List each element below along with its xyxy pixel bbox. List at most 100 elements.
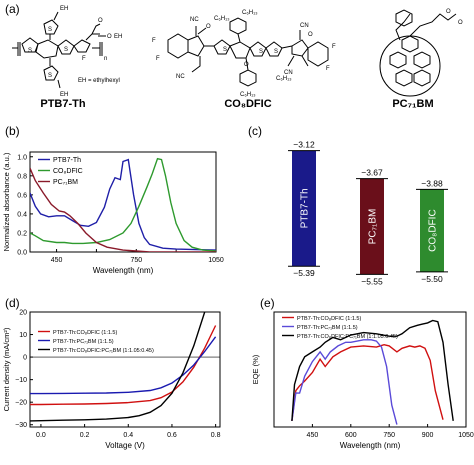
co8-s2: S (259, 49, 263, 55)
series-line (30, 167, 216, 252)
pc71bm-o1: O (446, 9, 451, 15)
series-line (291, 319, 454, 421)
x-tick-label: 1050 (458, 432, 474, 439)
co8-nc-right-bottom: CN (284, 70, 293, 76)
y-tick-label: 20 (19, 310, 27, 317)
x-tick-label: 750 (383, 432, 395, 439)
plot-frame (29, 311, 221, 428)
ptb7-th-structure (12, 11, 106, 89)
legend-label: PTB7-Th:CO₈DFIC (1:1.5) (53, 330, 117, 336)
co8-c6h13-4: C₆H₁₃ (240, 92, 256, 98)
y-tick-label: 0 (23, 355, 27, 362)
series-line (291, 339, 398, 425)
series-line (30, 312, 206, 422)
co8-f4: F (326, 66, 330, 72)
co8dfic-structure (167, 17, 329, 87)
absorbance-chart: 450 750 1050 0.0 0.2 0.4 0.6 0.8 1.0 Wavelength (… (2, 151, 224, 275)
x-tick-label: 750 (130, 257, 142, 264)
y-tick-label: −30 (15, 422, 27, 429)
lumo-value: −3.12 (293, 140, 315, 150)
plot-frame (273, 311, 467, 428)
x-axis-label: Wavelength (nm) (93, 266, 154, 275)
co8-s1: S (223, 47, 227, 53)
x-tick-label: 0.8 (211, 432, 221, 439)
co8-f1: F (152, 38, 156, 44)
legend-label: PTB7-Th:PC₇₁BM (1:1.5) (53, 339, 114, 345)
y-tick-label: −10 (15, 377, 27, 384)
plot-frame (29, 151, 217, 253)
y-tick-label: 0.6 (17, 192, 27, 199)
ptb7-atom-s3: S (48, 27, 52, 33)
ptb7-eh-ester: EH (114, 34, 122, 40)
eqe-chart: 450 600 750 900 1050 Wavelength (nm) EQE (%) PT… (251, 311, 474, 450)
co8-c6h13-2: C₆H₁₃ (214, 16, 230, 22)
x-tick-label: 0.6 (167, 432, 177, 439)
ptb7-th-name: PTB7-Th (40, 98, 86, 110)
x-axis-label: Wavelength (nm) (340, 441, 401, 450)
y-tick-label: 0.0 (17, 250, 27, 257)
legend-label: PC₇₁BM (53, 179, 78, 186)
co8-o-right: O (308, 32, 313, 38)
co8-c6h13-3: C₆H₁₃ (276, 76, 292, 82)
legend-label: PTB7-Th:CO₈DFIC (1:1.5) (297, 316, 361, 322)
jv-chart: 0.0 0.2 0.4 0.6 0.8 20 10 0 −10 −20 −30 Voltage (V)… (2, 310, 221, 451)
panel-e-label: (e) (260, 296, 275, 310)
y-axis-label: Normalized absorbance (a.u.) (2, 152, 11, 251)
lumo-value: −3.67 (361, 168, 383, 178)
co8-nc-bottom-left: NC (176, 74, 185, 80)
homo-value: −5.55 (361, 276, 383, 286)
co8-cn-right-top: CN (300, 23, 309, 29)
lumo-value: −3.88 (421, 178, 443, 188)
series-line (30, 325, 217, 406)
y-axis-label: Current density (mA/cm²) (2, 327, 11, 411)
x-tick-label: 1050 (208, 257, 224, 264)
ptb7-atom-o1: O (98, 18, 103, 24)
x-tick-label: 0.4 (123, 432, 133, 439)
y-tick-label: 0.4 (17, 211, 27, 218)
y-tick-label: −20 (15, 400, 27, 407)
co8-nc-top-left: NC (190, 17, 199, 23)
ptb7-atom-s4: S (48, 73, 52, 79)
x-tick-label: 450 (51, 257, 63, 264)
legend-label: PTB7-Th:CO₈DFIC:PC₇₁BM (1:1.05:0.45) (297, 334, 398, 340)
co8-s3: S (274, 49, 278, 55)
pc71bm-structure (379, 9, 457, 97)
energy-bar (292, 150, 316, 267)
panel-b-label: (b) (5, 124, 20, 138)
panel-a-label: (a) (5, 2, 20, 16)
legend-label: PTB7-Th:PC₇₁BM (1:1.5) (297, 325, 358, 331)
y-tick-label: 0.2 (17, 230, 27, 237)
ptb7-atom-f: F (82, 56, 86, 62)
y-tick-label: 1.0 (17, 154, 27, 161)
co8dfic-name: CO₈DFIC (224, 98, 272, 110)
energy-bar (360, 178, 384, 275)
homo-value: −5.50 (421, 274, 443, 284)
y-axis-label: EQE (%) (251, 354, 260, 384)
material-name: PTB7-Th (300, 188, 311, 228)
ptb7-atom-o2: O (107, 34, 112, 40)
series-line (30, 157, 216, 252)
pc71bm-name: PC₇₁BM (392, 98, 434, 110)
series-line (30, 336, 217, 395)
series-line (291, 343, 444, 421)
legend-label: PTB7-Th:CO₈DFIC:PC₇₁BM (1:1.05:0.45) (53, 348, 154, 354)
ptb7-atom-s1: S (28, 48, 32, 54)
ptb7-eh-bottom: EH (60, 92, 68, 98)
chemical-structures: S S S S F O O EH EH EH n EH = ethylhexyl… (12, 6, 463, 98)
ptb7-eh-top: EH (60, 6, 68, 12)
material-name: PC₇₁BM (368, 209, 379, 245)
panel-d-label: (d) (5, 296, 20, 310)
series-line (30, 158, 216, 251)
legend-label: CO₈DFIC (53, 168, 83, 175)
ptb7-atom-s2: S (64, 47, 68, 53)
x-tick-label: 900 (422, 432, 434, 439)
x-tick-label: 600 (345, 432, 357, 439)
x-tick-label: 0.2 (80, 432, 90, 439)
x-tick-label: 0.0 (36, 432, 46, 439)
y-tick-label: 0.8 (17, 173, 27, 180)
pc71bm-o2: O (458, 20, 463, 26)
x-tick-label: 450 (307, 432, 319, 439)
x-axis-label: Voltage (V) (105, 441, 145, 450)
energy-bar (420, 189, 444, 272)
energy-level-diagram: −3.12 −5.39 PTB7-Th −3.67 −5.55 PC₇₁BM −3.88 −5… (288, 140, 448, 286)
